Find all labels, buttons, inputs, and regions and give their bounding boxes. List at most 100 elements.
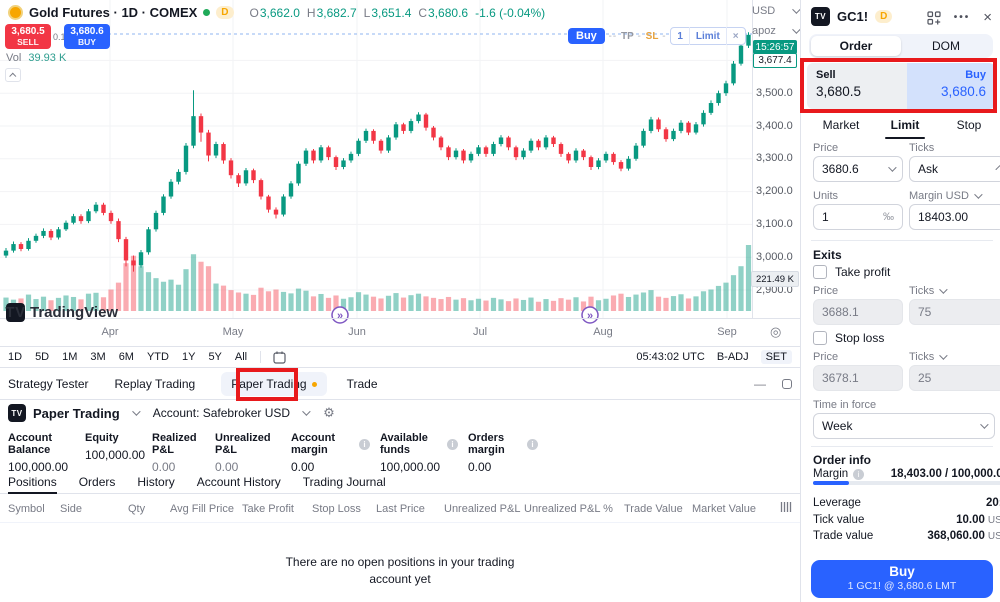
column-header[interactable]: Trade Value <box>624 502 683 515</box>
units-input[interactable]: 1 ‰ <box>813 204 903 230</box>
column-header[interactable]: Market Value <box>692 502 756 515</box>
tab-positions[interactable]: Positions <box>8 470 57 494</box>
tab-strategy-tester[interactable]: Strategy Tester <box>8 377 89 391</box>
sell-button[interactable]: 3,680.5 SELL <box>5 24 51 49</box>
settlement-toggle[interactable]: SET <box>760 350 792 364</box>
column-header[interactable]: Take Profit <box>242 502 294 515</box>
ticket-sell-button[interactable]: Sell 3,680.5 <box>807 63 907 109</box>
more-options-icon[interactable]: ••• <box>953 12 971 23</box>
go-to-date-icon[interactable] <box>273 351 286 364</box>
axis-settings-icon[interactable]: ◎ <box>770 324 782 339</box>
account-selector[interactable]: Account: Safebroker USD <box>152 406 291 420</box>
panel-symbol[interactable]: GC1! <box>837 9 869 24</box>
submit-buy-button[interactable]: Buy 1 GC1! @ 3,680.6 LMT <box>811 560 993 598</box>
clock[interactable]: 05:43:02 UTC <box>636 351 705 363</box>
adjust-toggle[interactable]: B-ADJ <box>716 351 749 363</box>
order-type-limit[interactable]: Limit <box>873 113 937 139</box>
percent-units-icon[interactable]: ‰ <box>883 211 894 223</box>
grid-add-icon[interactable] <box>927 10 941 25</box>
info-icon[interactable]: i <box>527 438 538 450</box>
order-qty[interactable]: 1 <box>677 30 683 42</box>
margin-currency-label[interactable]: Margin USD <box>909 190 983 202</box>
tp-ticks-label[interactable]: Ticks <box>909 285 948 297</box>
cancel-order-icon[interactable]: × <box>732 30 739 42</box>
order-info-label: Trade value <box>813 530 874 542</box>
unit-dropdown[interactable]: apoz <box>752 25 801 37</box>
symbol-legend[interactable]: Gold Futures · 1D · COMEX D O 3,662.0 H 3,… <box>8 5 545 20</box>
column-header[interactable]: Last Price <box>376 502 425 515</box>
range-button-5y[interactable]: 5Y <box>208 351 222 363</box>
symbol-title[interactable]: Gold Futures · 1D · COMEX <box>29 5 198 20</box>
order-line-buy-button[interactable]: Buy <box>568 28 605 44</box>
volume-axis-badge: 221.49 K <box>751 271 799 287</box>
broker-name[interactable]: Paper Trading <box>33 405 120 421</box>
ticket-buy-button[interactable]: Buy 3,680.6 <box>906 63 995 109</box>
close-panel-icon[interactable]: × <box>983 9 992 26</box>
column-header[interactable]: Avg Fill Price <box>170 502 234 515</box>
take-profit-checkbox[interactable] <box>813 265 827 279</box>
range-button-5d[interactable]: 5D <box>35 351 50 363</box>
column-header[interactable]: Qty <box>128 502 146 515</box>
time-axis-label: Jul <box>472 326 488 338</box>
order-line-widget[interactable]: Buy -- TP - SL - 1 Limit × <box>568 27 746 45</box>
sl-price-input[interactable]: 3678.1 <box>813 365 903 391</box>
metric-label: Orders margin <box>468 432 505 456</box>
maximize-panel-icon[interactable] <box>782 379 792 389</box>
metric-label: Equity <box>85 432 119 444</box>
column-header[interactable]: Unrealized P&L <box>444 502 521 515</box>
volume-legend: Vol 39.93 K <box>6 52 67 64</box>
minimize-panel-icon[interactable]: — <box>754 377 766 391</box>
legend-collapse-button[interactable] <box>5 68 21 82</box>
range-button-ytd[interactable]: YTD <box>146 351 169 363</box>
column-header[interactable]: Unrealized P&L % <box>524 502 613 515</box>
tab-orders[interactable]: Orders <box>78 474 116 489</box>
tab-trade[interactable]: Trade <box>346 377 378 391</box>
column-header[interactable]: Stop Loss <box>312 502 361 515</box>
tab-order[interactable]: Order <box>811 36 901 56</box>
info-icon[interactable]: i <box>853 468 865 480</box>
margin-input[interactable]: 18403.00 <box>909 204 1000 230</box>
stop-loss-checkbox[interactable] <box>813 331 827 345</box>
take-profit-handle[interactable]: TP <box>621 30 634 42</box>
tab-history[interactable]: History <box>137 474 175 489</box>
range-button-all[interactable]: All <box>234 351 248 363</box>
paper-trading-header: TV Paper Trading Account: Safebroker USD… <box>8 404 335 422</box>
tab-replay-trading[interactable]: Replay Trading <box>114 377 196 391</box>
column-header[interactable]: Symbol <box>8 502 45 515</box>
order-type-stop[interactable]: Stop <box>956 118 982 132</box>
contract-rollover-icon[interactable]: » <box>331 306 349 324</box>
price-input[interactable]: 3680.6 <box>813 156 903 182</box>
tab-trading-journal[interactable]: Trading Journal <box>302 474 386 489</box>
range-button-6m[interactable]: 6M <box>118 351 134 363</box>
order-type-market[interactable]: Market <box>822 118 860 132</box>
ticks-select[interactable]: Ask <box>909 156 1000 182</box>
tp-ticks-input[interactable]: 75 <box>909 299 1000 325</box>
column-header[interactable]: Side <box>60 502 83 515</box>
empty-positions-message: There are no open positions in your trad… <box>285 555 515 586</box>
stop-loss-handle[interactable]: SL <box>645 30 659 42</box>
column-settings-icon[interactable] <box>780 501 792 516</box>
range-button-1y[interactable]: 1Y <box>181 351 196 363</box>
contract-rollover-icon[interactable]: » <box>581 306 599 324</box>
metric-realized-p-l: Realized P&L 0.00 <box>152 432 215 474</box>
info-icon[interactable]: i <box>359 438 370 450</box>
tab-account-history[interactable]: Account History <box>196 474 281 489</box>
range-button-1m[interactable]: 1M <box>62 351 78 363</box>
info-icon[interactable]: i <box>447 438 458 450</box>
currency-dropdown[interactable]: USD <box>752 5 801 17</box>
tab-dom[interactable]: DOM <box>932 39 960 53</box>
range-button-3m[interactable]: 3M <box>90 351 106 363</box>
order-type-label[interactable]: Limit <box>695 30 720 42</box>
sl-ticks-input[interactable]: 25 <box>909 365 1000 391</box>
order-type-tabs: Market Limit Stop <box>809 113 1000 139</box>
range-button-1d[interactable]: 1D <box>8 351 23 363</box>
buy-button[interactable]: 3,680.6 BUY <box>64 24 110 49</box>
time-in-force-select[interactable]: Week <box>813 413 995 439</box>
price-chart[interactable]: »» <box>0 0 800 346</box>
tp-price-input[interactable]: 3688.1 <box>813 299 903 325</box>
sl-ticks-label[interactable]: Ticks <box>909 351 948 363</box>
trading-settings-icon[interactable]: ⚙ <box>323 405 335 420</box>
metric-orders-margin: Orders margin i 0.00 <box>468 432 548 474</box>
order-info-unit: USD <box>987 514 1000 526</box>
tab-paper-trading[interactable]: Paper Trading <box>221 372 327 396</box>
